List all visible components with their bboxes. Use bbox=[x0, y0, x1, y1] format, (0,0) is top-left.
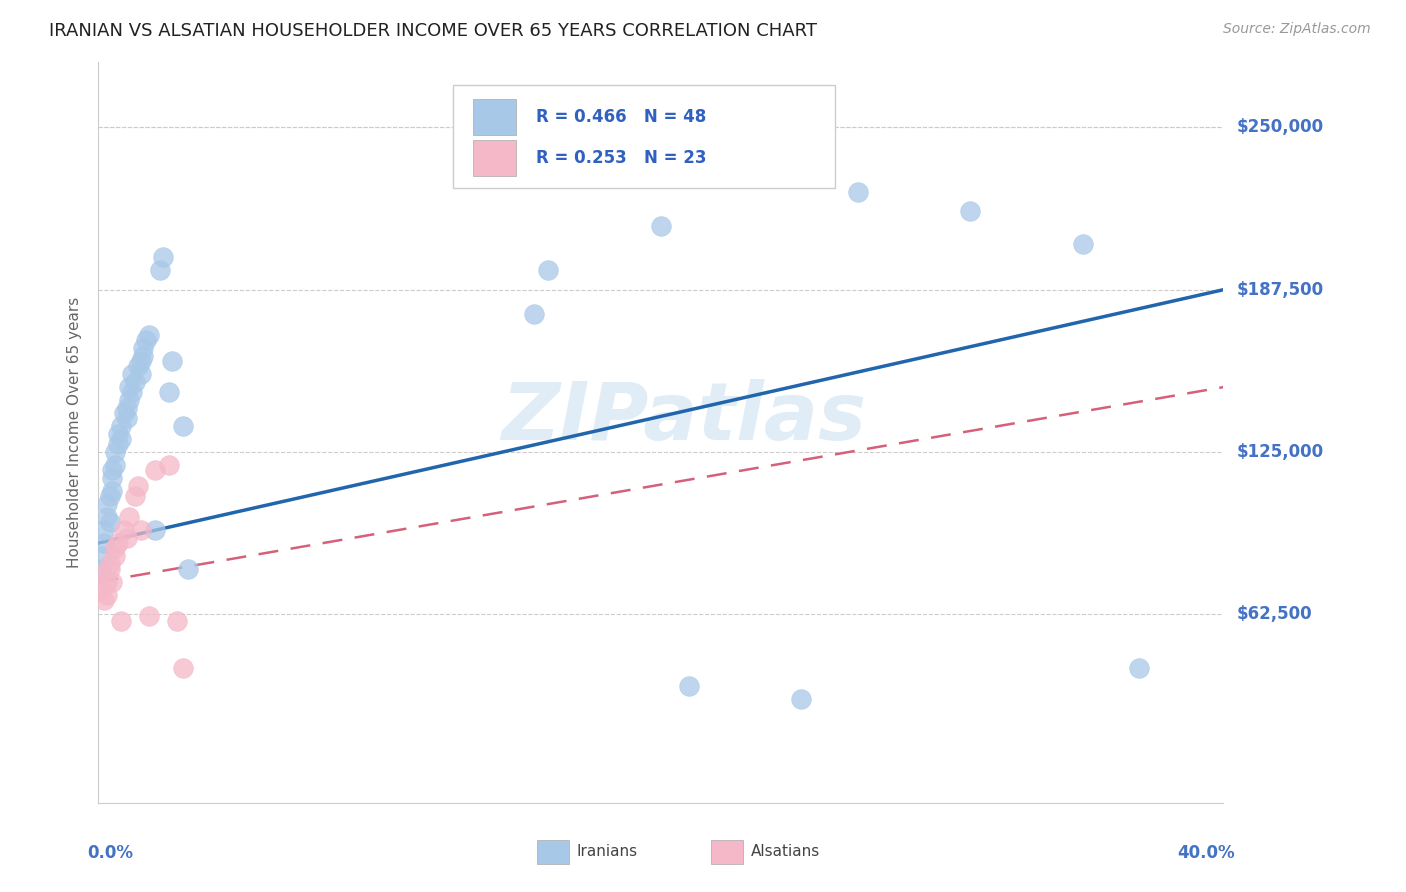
Point bbox=[132, 341, 155, 355]
Point bbox=[98, 489, 121, 503]
Point bbox=[166, 614, 188, 628]
Point bbox=[101, 463, 124, 477]
Point bbox=[112, 406, 135, 420]
Point bbox=[124, 489, 146, 503]
Point bbox=[118, 380, 141, 394]
Point bbox=[172, 661, 194, 675]
Point bbox=[138, 608, 160, 623]
Point bbox=[121, 367, 143, 381]
Point bbox=[118, 393, 141, 408]
Point bbox=[104, 445, 127, 459]
Point bbox=[98, 557, 121, 571]
Point bbox=[112, 523, 135, 537]
Point bbox=[107, 437, 129, 451]
Point bbox=[846, 186, 869, 200]
Text: ZIPatlas: ZIPatlas bbox=[501, 379, 866, 457]
Text: 0.0%: 0.0% bbox=[87, 844, 134, 862]
FancyBboxPatch shape bbox=[472, 140, 516, 176]
Point bbox=[110, 419, 132, 434]
Point bbox=[107, 536, 129, 550]
Text: $250,000: $250,000 bbox=[1237, 119, 1324, 136]
Text: $125,000: $125,000 bbox=[1237, 443, 1324, 461]
Point bbox=[104, 458, 127, 472]
Point bbox=[160, 354, 183, 368]
Point bbox=[96, 510, 118, 524]
Point bbox=[523, 307, 546, 321]
Point bbox=[93, 523, 115, 537]
Point bbox=[790, 692, 813, 706]
Point bbox=[650, 219, 672, 233]
Point bbox=[132, 349, 155, 363]
Y-axis label: Householder Income Over 65 years: Householder Income Over 65 years bbox=[67, 297, 83, 568]
Point bbox=[104, 541, 127, 556]
FancyBboxPatch shape bbox=[453, 85, 835, 188]
Bar bbox=[537, 840, 568, 863]
Point bbox=[127, 479, 149, 493]
Text: R = 0.466   N = 48: R = 0.466 N = 48 bbox=[536, 108, 706, 127]
Point bbox=[104, 549, 127, 563]
Point bbox=[93, 536, 115, 550]
Point bbox=[115, 401, 138, 415]
Point bbox=[110, 614, 132, 628]
Point bbox=[129, 354, 152, 368]
FancyBboxPatch shape bbox=[472, 99, 516, 135]
Point bbox=[959, 203, 981, 218]
Point bbox=[152, 250, 174, 264]
Point bbox=[93, 593, 115, 607]
Point bbox=[90, 567, 112, 582]
Point bbox=[124, 375, 146, 389]
Point bbox=[98, 515, 121, 529]
Point bbox=[129, 367, 152, 381]
Point bbox=[90, 582, 112, 597]
Bar bbox=[711, 840, 742, 863]
Point bbox=[143, 523, 166, 537]
Point bbox=[118, 510, 141, 524]
Point bbox=[96, 497, 118, 511]
Point bbox=[678, 679, 700, 693]
Point bbox=[96, 588, 118, 602]
Text: 40.0%: 40.0% bbox=[1177, 844, 1234, 862]
Point bbox=[172, 419, 194, 434]
Text: IRANIAN VS ALSATIAN HOUSEHOLDER INCOME OVER 65 YEARS CORRELATION CHART: IRANIAN VS ALSATIAN HOUSEHOLDER INCOME O… bbox=[49, 22, 817, 40]
Point bbox=[98, 562, 121, 576]
Point bbox=[135, 334, 157, 348]
Point bbox=[107, 426, 129, 441]
Point bbox=[96, 574, 118, 589]
Text: Source: ZipAtlas.com: Source: ZipAtlas.com bbox=[1223, 22, 1371, 37]
Point bbox=[1071, 237, 1094, 252]
Point bbox=[127, 359, 149, 374]
Point bbox=[143, 463, 166, 477]
Text: Alsatians: Alsatians bbox=[751, 844, 820, 859]
Text: $62,500: $62,500 bbox=[1237, 606, 1313, 624]
Point bbox=[101, 471, 124, 485]
Point bbox=[110, 432, 132, 446]
Point bbox=[90, 562, 112, 576]
Point bbox=[537, 263, 560, 277]
Point bbox=[157, 385, 180, 400]
Text: Iranians: Iranians bbox=[576, 844, 637, 859]
Point bbox=[149, 263, 172, 277]
Point bbox=[138, 328, 160, 343]
Point bbox=[115, 531, 138, 545]
Text: $187,500: $187,500 bbox=[1237, 281, 1324, 299]
Text: R = 0.253   N = 23: R = 0.253 N = 23 bbox=[536, 149, 706, 167]
Point bbox=[115, 411, 138, 425]
Point bbox=[90, 549, 112, 563]
Point bbox=[101, 574, 124, 589]
Point bbox=[157, 458, 180, 472]
Point bbox=[129, 523, 152, 537]
Point bbox=[1128, 661, 1150, 675]
Point bbox=[177, 562, 200, 576]
Point bbox=[101, 484, 124, 499]
Point bbox=[121, 385, 143, 400]
